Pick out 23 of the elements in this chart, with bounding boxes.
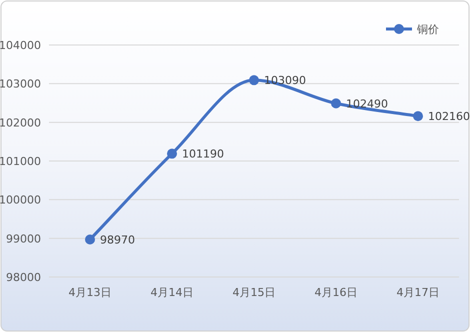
y-tick-label: 103000 <box>0 78 41 91</box>
data-label: 101190 <box>182 148 224 161</box>
data-label: 102490 <box>346 97 388 110</box>
y-tick-label: 101000 <box>0 155 41 168</box>
point <box>249 75 259 86</box>
point <box>85 234 95 244</box>
x-tick-label: 4月15日 <box>232 286 276 299</box>
point <box>331 98 341 108</box>
y-tick-label: 104000 <box>0 39 41 52</box>
y-tick-label: 98000 <box>6 271 41 284</box>
x-tick-label: 4月17日 <box>396 286 440 299</box>
x-tick-label: 4月13日 <box>68 286 112 299</box>
x-tick-label: 4月14日 <box>150 286 194 299</box>
legend-label: 铜价 <box>416 23 439 36</box>
data-label: 102160 <box>428 110 470 124</box>
x-tick-label: 4月16日 <box>314 286 358 299</box>
point <box>413 111 423 122</box>
data-label: 98970 <box>100 233 135 246</box>
y-tick-label: 99000 <box>6 232 41 246</box>
y-tick-label: 100000 <box>0 194 41 207</box>
data-label: 103090 <box>264 74 306 88</box>
point <box>167 148 177 159</box>
y-tick-label: 102000 <box>0 116 41 130</box>
